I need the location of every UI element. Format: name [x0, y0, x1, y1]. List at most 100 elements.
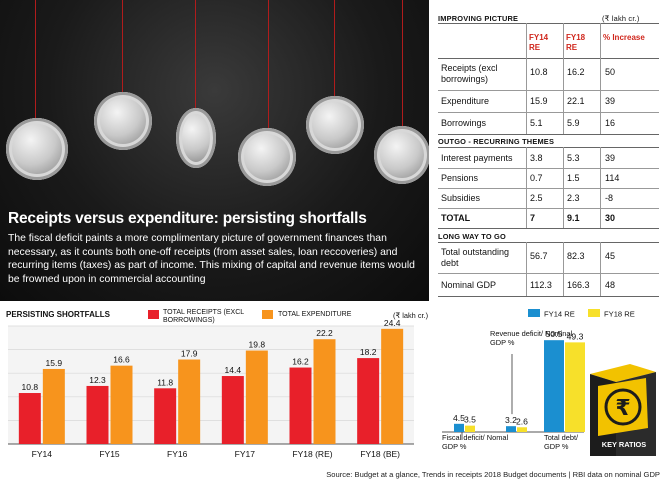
coin-thread	[402, 0, 403, 128]
bar	[178, 359, 201, 444]
hero-paragraph: The fiscal deficit paints a more complim…	[8, 233, 415, 285]
data-label: 12.3	[89, 375, 106, 385]
coin-6	[374, 126, 429, 184]
data-label: 18.2	[360, 347, 377, 357]
table-rule	[438, 112, 659, 113]
cell-pct: 50	[605, 67, 616, 77]
bar-chart-key-ratios: FY14 RE FY18 RE 4.5 3.5 3.2 2.6 50.5 49.3 Fiscal…	[442, 309, 635, 451]
table-rule	[438, 208, 659, 209]
table-col-rule	[563, 23, 564, 134]
table-rule	[438, 134, 659, 135]
table-rule	[438, 23, 659, 24]
coin-3	[176, 108, 216, 168]
coin-thread	[334, 0, 335, 98]
legend-swatch	[588, 309, 600, 317]
table-rule	[438, 228, 659, 229]
x-category-label: Revenue deficit/ Nominal	[490, 329, 573, 338]
data-label: 19.8	[249, 340, 266, 350]
cell-pct: 39	[605, 153, 616, 163]
table-col-rule	[526, 147, 527, 228]
bar	[86, 385, 109, 444]
bar	[517, 427, 527, 432]
coin-thread	[35, 0, 36, 120]
bar	[381, 328, 404, 444]
legend-label: FY14 RE	[544, 310, 575, 319]
data-label: 15.9	[46, 358, 63, 368]
cell-pct: 16	[605, 118, 616, 128]
table-col-rule	[600, 242, 601, 296]
coin-thread	[268, 0, 269, 130]
cell-fy18: 5.9	[567, 118, 580, 128]
bar	[154, 388, 177, 444]
col-header-fy18: FY18 RE	[566, 33, 586, 52]
row-label: Interest payments	[441, 153, 513, 163]
table-col-rule	[563, 242, 564, 296]
bar	[544, 340, 564, 432]
coin-2	[94, 92, 152, 150]
x-tick-label: FY14	[32, 449, 53, 459]
key-ratios-label: KEY RATIOS	[601, 440, 647, 449]
plot-area	[8, 326, 414, 444]
cell-pct: 45	[605, 251, 616, 261]
cell-fy14: 0.7	[530, 173, 543, 183]
data-table: IMPROVING PICTURE (₹ lakh cr.) FY14 RE F…	[432, 0, 664, 301]
cell-pct: -8	[605, 193, 614, 203]
cell-fy14: 10.8	[530, 67, 548, 77]
row-label: Expenditure	[441, 96, 490, 106]
x-category-label: GDP %	[544, 442, 569, 451]
legend-swatch-receipts	[148, 310, 159, 319]
x-tick-label: FY18 (BE)	[360, 449, 400, 459]
col-header-fy14: FY14 RE	[529, 33, 549, 52]
cell-fy18: 82.3	[567, 251, 585, 261]
cell-fy14: 7	[530, 213, 536, 223]
x-category-label: GDP %	[442, 442, 467, 451]
row-label: Nominal GDP	[441, 280, 497, 290]
table-rule	[438, 147, 659, 148]
table-col-rule	[563, 147, 564, 228]
data-label: 49.3	[567, 331, 584, 341]
table-rule	[438, 273, 659, 274]
legend-label-expenditure: TOTAL EXPENDITURE	[278, 311, 352, 318]
table-col-rule	[600, 147, 601, 228]
cell-fy18: 1.5	[567, 173, 580, 183]
rupee-icon: ₹	[615, 396, 630, 421]
coin-5	[306, 96, 364, 154]
hero-background	[0, 0, 429, 301]
bar	[454, 423, 464, 432]
cell-fy14: 5.1	[530, 118, 543, 128]
data-label: 22.2	[316, 328, 333, 338]
section-title-long-way: LONG WAY TO GO	[438, 232, 506, 241]
hero-image: Receipts versus expenditure: persisting …	[0, 0, 429, 301]
coin-1	[6, 118, 68, 180]
legend-label-receipts: TOTAL RECEIPTS (EXCL BORROWINGS)	[163, 309, 244, 324]
cell-fy14: 3.8	[530, 153, 543, 163]
row-label: Receipts (excl borrowings)	[441, 63, 498, 84]
bar	[506, 426, 516, 432]
legend-label: FY18 RE	[604, 310, 635, 319]
data-label: 24.4	[384, 320, 401, 328]
x-tick-label: FY15	[99, 449, 120, 459]
cell-fy18: 5.3	[567, 153, 580, 163]
legend-swatch-expenditure	[262, 310, 273, 319]
bar	[18, 393, 41, 444]
bar-chart-shortfalls: 10.8 15.9 FY14 12.3 16.6 FY15 11.8 17.9 FY16 14.4…	[8, 320, 414, 459]
cell-fy14: 112.3	[530, 280, 552, 290]
data-label: 16.2	[292, 357, 309, 367]
section-title-improving: IMPROVING PICTURE	[438, 14, 519, 23]
data-label: 2.6	[516, 416, 528, 426]
table-col-rule	[526, 242, 527, 296]
table-rule	[438, 188, 659, 189]
row-label: Subsidies	[441, 193, 481, 203]
data-label: 3.2	[505, 415, 517, 425]
key-ratios-badge: ₹	[590, 364, 656, 456]
hero-title: Receipts versus expenditure: persisting …	[8, 210, 367, 227]
x-tick-label: FY18 (RE)	[292, 449, 332, 459]
x-category-label: GDP %	[490, 338, 515, 347]
x-tick-label: FY17	[235, 449, 256, 459]
table-rule	[438, 58, 659, 59]
bar	[465, 425, 475, 432]
data-label: 10.8	[22, 382, 39, 392]
cell-fy18: 166.3	[567, 280, 590, 290]
source-note: Source: Budget at a glance, Trends in re…	[326, 470, 660, 479]
cell-fy18: 22.1	[567, 96, 585, 106]
